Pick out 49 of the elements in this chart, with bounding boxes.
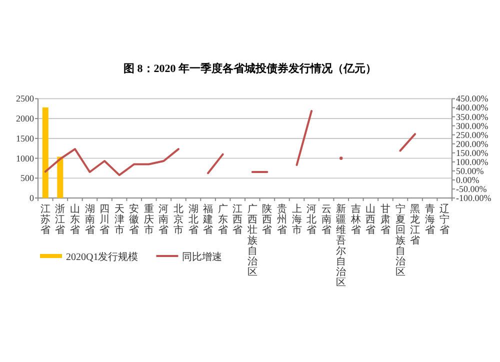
x-tick-label: 甘肃省: [380, 203, 390, 236]
x-tick-label: 河南省: [158, 203, 169, 236]
y-tick-label: 0: [30, 193, 34, 203]
x-tick-label: 新疆维吾尔自治区: [336, 203, 346, 288]
y-tick-label: 1500: [16, 133, 34, 144]
y2-tick-label: 200.00%: [456, 138, 489, 149]
y2-tick-label: 0.00%: [456, 174, 480, 185]
y2-tick-label: 250.00%: [456, 130, 489, 140]
x-tick-label: 吉林省: [350, 203, 361, 236]
y-tick-label: 1000: [16, 153, 34, 164]
x-tick-label: 贵州省: [276, 203, 287, 236]
y2-tick-label: -100.00%: [456, 193, 492, 203]
x-tick-label: 浙江省: [55, 203, 66, 236]
x-tick-label: 天津市: [114, 204, 124, 236]
y2-tick-label: 150.00%: [456, 148, 489, 158]
y-tick-label: 2500: [16, 94, 34, 104]
x-tick-label: 广东省: [218, 203, 228, 236]
x-tick-label: 黑龙江省: [410, 204, 420, 246]
x-tick-label: 福建省: [202, 203, 214, 236]
x-tick-label: 辽宁省: [440, 203, 450, 236]
x-tick-label: 云南省: [321, 204, 332, 236]
x-tick-label: 湖南省: [84, 203, 95, 236]
y2-tick-label: 400.00%: [456, 102, 489, 113]
y2-tick-label: 300.00%: [456, 120, 489, 131]
y2-tick-label: 50.00%: [456, 166, 484, 176]
x-tick-label: 青海省: [424, 203, 435, 236]
y2-tick-label: 350.00%: [456, 112, 489, 122]
x-tick-label: 江苏省: [40, 203, 50, 236]
x-tick-label: 广西壮族自治区: [246, 203, 258, 278]
x-tick-label: 重庆市: [144, 203, 154, 236]
x-tick-label: 安徽省: [129, 203, 140, 236]
x-tick-label: 四川省: [100, 204, 110, 236]
x-tick-label: 湖北省: [188, 203, 198, 236]
x-tick-label: 上海市: [292, 203, 302, 236]
x-tick-label: 宁夏回族自治区: [395, 203, 406, 278]
y2-tick-label: -50.00%: [456, 184, 488, 194]
x-tick-label: 山西省: [366, 203, 376, 236]
legend-label: 2020Q1发行规模: [66, 251, 138, 263]
x-tick-label: 河北省: [306, 203, 317, 236]
x-tick-label: 北京市: [173, 203, 184, 236]
x-tick-label: 江西省: [232, 203, 243, 236]
chart-title: 图 8：2020 年一季度各省城投债券发行情况（亿元）: [124, 62, 376, 75]
x-tick-label: 陕西省: [262, 203, 272, 236]
x-tick-label: 山东省: [70, 203, 80, 236]
legend-label: 同比增速: [182, 251, 222, 263]
y-tick-label: 2000: [16, 114, 34, 124]
y2-tick-label: 450.00%: [456, 94, 489, 104]
y2-tick-label: 100.00%: [456, 156, 489, 167]
y-tick-label: 500: [20, 173, 34, 184]
